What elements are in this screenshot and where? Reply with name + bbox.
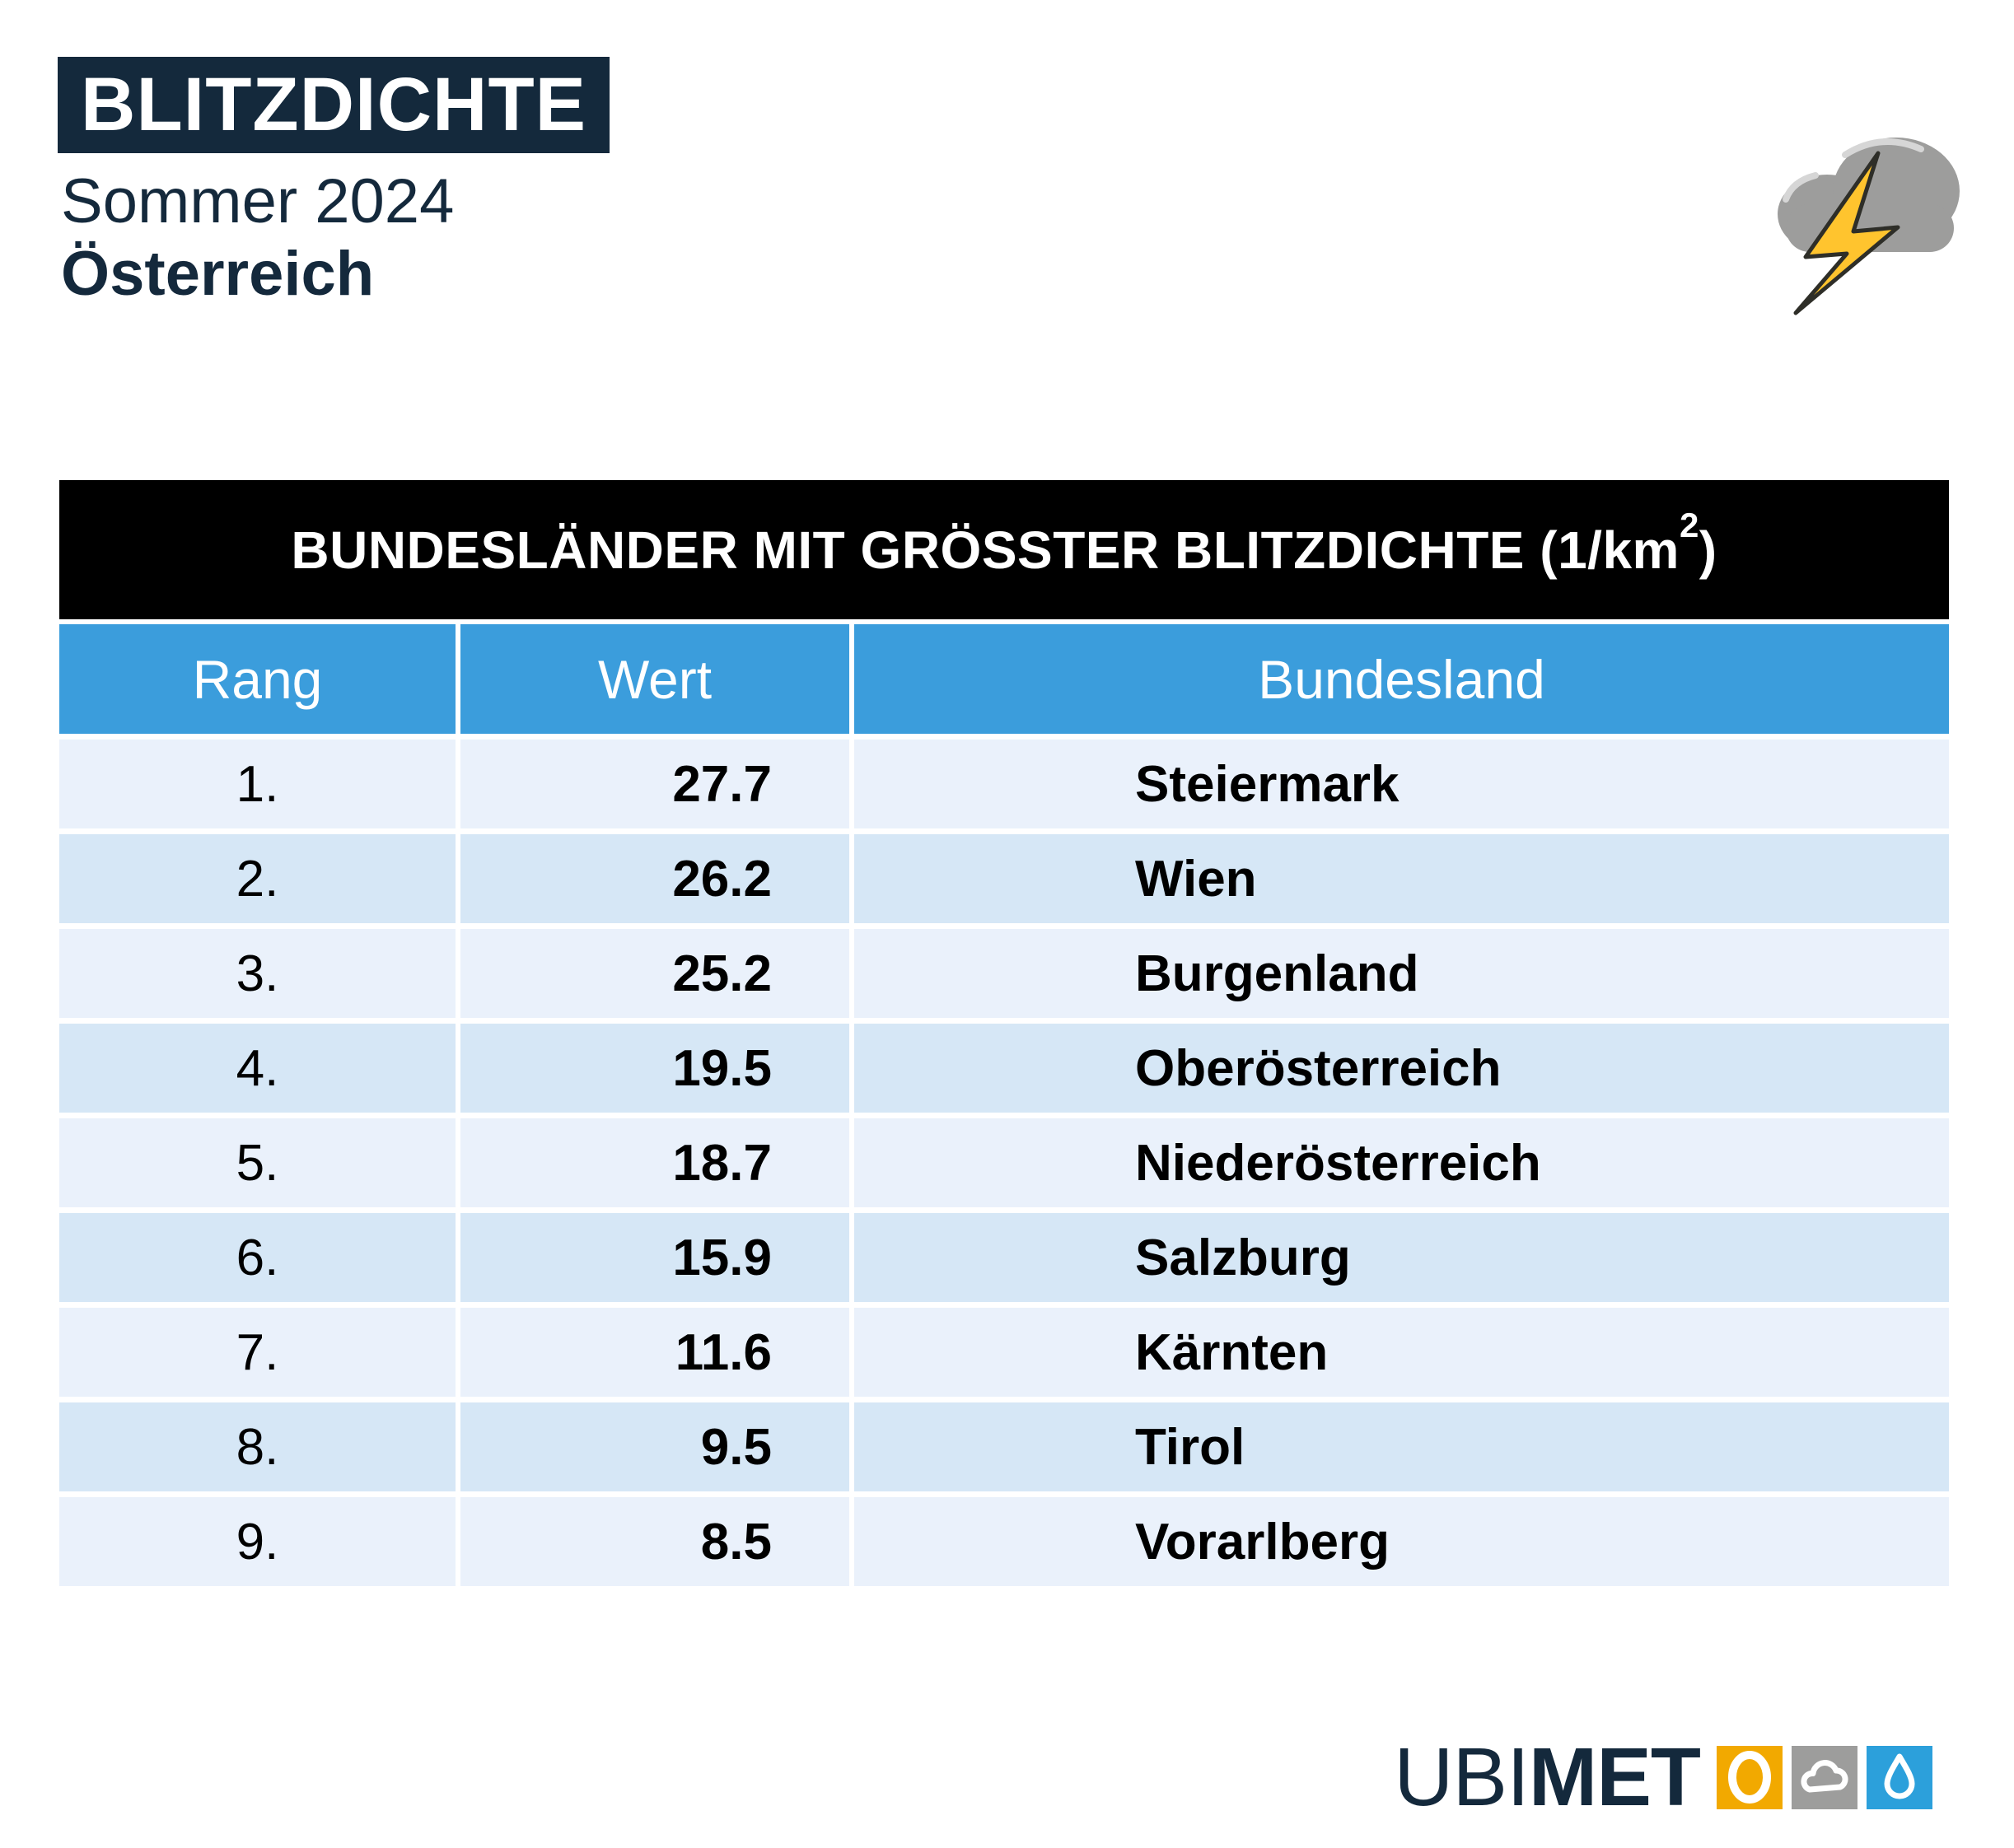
state-cell: Tirol [854,1402,1949,1491]
value-cell: 15.9 [460,1213,849,1302]
column-header-state: Bundesland [854,624,1949,734]
table-header-row: Rang Wert Bundesland [59,624,1949,734]
page-subtitle-period: Sommer 2024 [61,166,455,236]
table-row: 1. 27.7 Steiermark [59,740,1949,828]
state-cell: Wien [854,834,1949,923]
table-title: BUNDESLÄNDER MIT GRÖSSTER BLITZDICHTE (1… [59,480,1949,619]
table-title-close: ) [1699,520,1717,580]
ubimet-logo-text-light: UBI [1394,1731,1530,1823]
column-header-rank: Rang [59,624,456,734]
state-cell: Oberösterreich [854,1024,1949,1113]
state-cell: Salzburg [854,1213,1949,1302]
rank-cell: 3. [59,929,456,1018]
rank-cell: 2. [59,834,456,923]
column-header-value: Wert [460,624,849,734]
ubimet-logo-squares [1717,1746,1932,1809]
table-row: 5. 18.7 Niederösterreich [59,1118,1949,1207]
table-title-text: BUNDESLÄNDER MIT GRÖSSTER BLITZDICHTE (1… [291,520,1680,580]
value-cell: 18.7 [460,1118,849,1207]
ubimet-logo-text-bold: MET [1528,1731,1701,1823]
rank-cell: 6. [59,1213,456,1302]
ubimet-logo: UBI MET [1394,1731,1932,1823]
rank-cell: 1. [59,740,456,828]
state-cell: Burgenland [854,929,1949,1018]
table-row: 2. 26.2 Wien [59,834,1949,923]
table-row: 6. 15.9 Salzburg [59,1213,1949,1302]
value-cell: 11.6 [460,1308,849,1397]
state-cell: Steiermark [854,740,1949,828]
table-title-superscript: 2 [1679,505,1699,544]
rank-cell: 8. [59,1402,456,1491]
table-body: 1. 27.7 Steiermark 2. 26.2 Wien 3. 25.2 … [59,740,1949,1586]
table-row: 4. 19.5 Oberösterreich [59,1024,1949,1113]
table-row: 8. 9.5 Tirol [59,1402,1949,1491]
table-row: 7. 11.6 Kärnten [59,1308,1949,1397]
value-cell: 9.5 [460,1402,849,1491]
table-row: 3. 25.2 Burgenland [59,929,1949,1018]
rank-cell: 9. [59,1497,456,1586]
value-cell: 27.7 [460,740,849,828]
value-cell: 26.2 [460,834,849,923]
state-cell: Vorarlberg [854,1497,1949,1586]
raindrop-icon [1867,1746,1932,1809]
sun-icon [1717,1746,1783,1809]
page-subtitle-region: Österreich [61,239,375,309]
state-cell: Niederösterreich [854,1118,1949,1207]
storm-cloud-lightning-icon [1778,138,1960,315]
rank-cell: 7. [59,1308,456,1397]
state-cell: Kärnten [854,1308,1949,1397]
lightning-density-table: BUNDESLÄNDER MIT GRÖSSTER BLITZDICHTE (1… [59,480,1949,1592]
table-row: 9. 8.5 Vorarlberg [59,1497,1949,1586]
rank-cell: 4. [59,1024,456,1113]
value-cell: 8.5 [460,1497,849,1586]
rank-cell: 5. [59,1118,456,1207]
cloud-icon [1792,1746,1857,1809]
value-cell: 19.5 [460,1024,849,1113]
page-title: BLITZDICHTE [58,57,610,153]
value-cell: 25.2 [460,929,849,1018]
ubimet-logo-text: UBI MET [1394,1731,1701,1823]
